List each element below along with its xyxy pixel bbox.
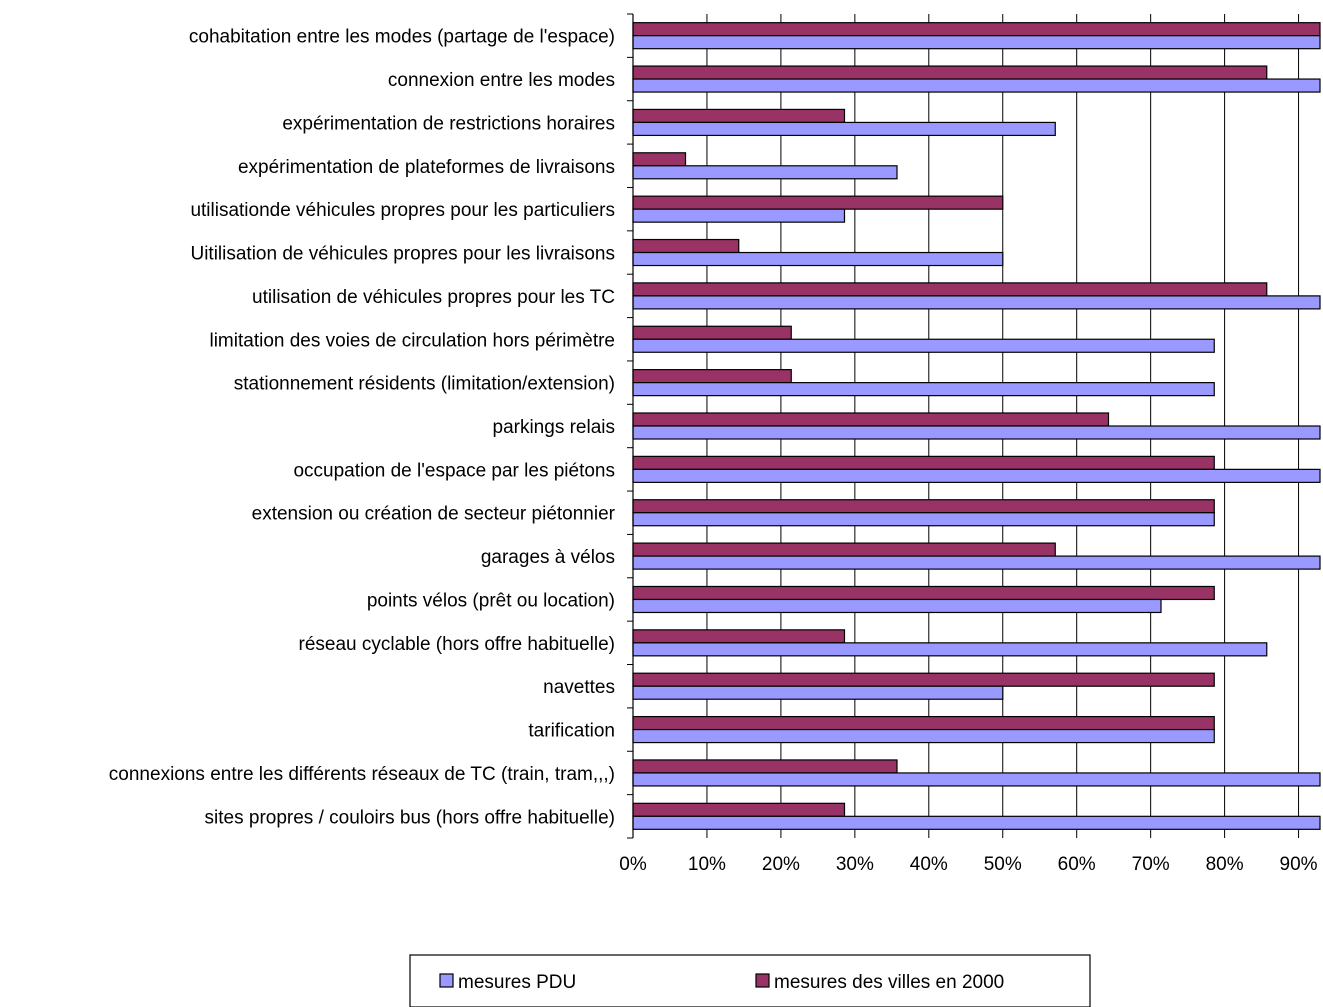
x-tick-label: 40% <box>910 854 948 875</box>
bar <box>632 65 1268 80</box>
category-label: connexion entre les modes <box>388 70 615 91</box>
legend: mesures PDU mesures des villes en 2000 <box>409 954 1091 1007</box>
category-label: limitation des voies de circulation hors… <box>209 330 615 351</box>
category-label: tarification <box>528 721 615 742</box>
bar <box>632 425 1321 440</box>
x-tick-label: 0% <box>619 854 647 875</box>
legend-swatch <box>755 973 770 988</box>
bar <box>632 369 792 384</box>
category-labels: cohabitation entre les modes (partage de… <box>109 27 616 829</box>
bar <box>632 715 1215 731</box>
x-tick-label: 90% <box>1280 854 1318 875</box>
category-label: occupation de l'espace par les piétons <box>293 460 615 481</box>
x-tick-label: 20% <box>762 854 800 875</box>
category-label: utilisationde véhicules propres pour les… <box>190 200 615 221</box>
x-tick-label: 10% <box>688 854 726 875</box>
x-tick-label: 70% <box>1132 854 1170 875</box>
bar <box>632 728 1215 744</box>
category-label: stationnement résidents (limitation/exte… <box>234 374 615 395</box>
bar <box>632 382 1215 397</box>
bars <box>632 22 1321 830</box>
bar <box>632 512 1215 527</box>
bar <box>632 629 846 644</box>
category-label: parkings relais <box>493 417 616 438</box>
bar <box>632 672 1215 687</box>
bar <box>632 121 1056 137</box>
bar <box>632 642 1268 657</box>
category-label: utilisation de véhicules propres pour le… <box>252 287 615 308</box>
category-label: expérimentation de plateformes de livrai… <box>238 157 615 178</box>
bar <box>632 542 1056 557</box>
category-label: Uitilisation de véhicules propres pour l… <box>190 244 615 265</box>
bar <box>632 152 687 167</box>
bar <box>632 759 898 774</box>
category-label: sites propres / couloirs bus (hors offre… <box>205 807 615 828</box>
bar <box>632 585 1215 601</box>
category-label: points vélos (prêt ou location) <box>367 590 615 611</box>
y-axis <box>627 13 634 839</box>
bar <box>632 295 1321 310</box>
bar <box>632 338 1215 353</box>
category-label: réseau cyclable (hors offre habituelle) <box>299 634 616 655</box>
bar <box>632 208 846 223</box>
category-label: cohabitation entre les modes (partage de… <box>189 27 615 48</box>
category-label: extension ou création de secteur piétonn… <box>252 504 616 525</box>
bar <box>632 815 1321 830</box>
x-tick-label: 50% <box>984 854 1022 875</box>
bar <box>632 22 1321 37</box>
bar <box>632 598 1162 614</box>
category-label: expérimentation de restrictions horaires <box>282 113 615 134</box>
bar <box>632 499 1215 514</box>
x-tick-labels: 0% 10% 20% 30% 40% 50% 60% 70% 80% 90% <box>619 854 1317 875</box>
bar <box>632 35 1321 50</box>
bar <box>632 685 1004 700</box>
bar <box>632 238 740 254</box>
x-tick-label: 60% <box>1058 854 1096 875</box>
legend-label: mesures PDU <box>458 972 576 993</box>
bar <box>632 772 1321 787</box>
bar <box>632 108 846 124</box>
bar <box>632 802 846 817</box>
bar <box>632 282 1268 297</box>
bar <box>632 468 1321 483</box>
bar <box>632 412 1110 427</box>
bar <box>632 165 898 180</box>
x-tick-label: 30% <box>836 854 874 875</box>
category-label: garages à vélos <box>481 547 615 568</box>
x-tick-label: 80% <box>1206 854 1244 875</box>
category-label: navettes <box>543 677 615 698</box>
legend-label: mesures des villes en 2000 <box>774 972 1004 993</box>
bar <box>632 78 1321 93</box>
bar <box>632 325 792 340</box>
bar <box>632 195 1004 210</box>
category-label: connexions entre les différents réseaux … <box>109 764 615 785</box>
legend-box <box>409 954 1091 1007</box>
bar <box>632 555 1321 570</box>
bar <box>632 455 1215 470</box>
legend-swatch <box>439 973 454 988</box>
bar <box>632 251 1004 267</box>
